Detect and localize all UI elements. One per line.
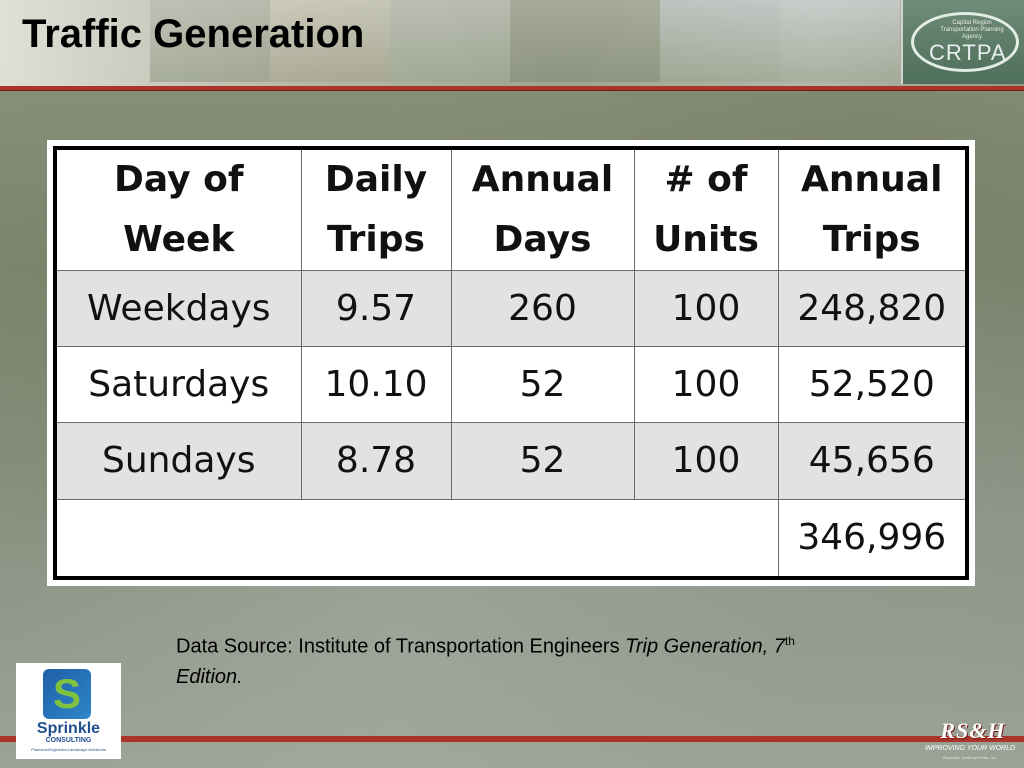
table-cell: 45,656 <box>777 422 968 500</box>
column-header: # of Units <box>633 147 779 271</box>
table-frame: Day of Week Daily Trips Annual Days # of Uni… <box>47 140 975 586</box>
header-photo <box>510 0 660 82</box>
rsh-name: RS&H <box>940 718 1006 743</box>
table-cell: 100 <box>633 422 779 500</box>
sprinkle-tag: Planners•Engineers•Landscape Architects <box>31 747 106 752</box>
sprinkle-logo-icon: S Sprinkle CONSULTING Planners•Engineers… <box>16 663 121 759</box>
header-photo <box>150 0 270 82</box>
table-cell: 9.57 <box>300 269 452 348</box>
table-cell: 248,820 <box>777 269 968 348</box>
slide-title: Traffic Generation <box>22 12 365 56</box>
header-banner: Traffic Generation Capital Region Transp… <box>0 0 1024 86</box>
table-row: Sundays 8.78 52 100 45,656 <box>54 422 968 500</box>
header-photo <box>390 0 510 82</box>
rsh-sub: Reynolds, Smith and Hills, Inc. <box>942 755 998 760</box>
sprinkle-s: S <box>52 670 81 717</box>
sprinkle-sub: CONSULTING <box>45 737 92 744</box>
sprinkle-mark: S <box>43 669 91 719</box>
table-cell: 52 <box>450 346 635 424</box>
column-header: Daily Trips <box>300 147 452 271</box>
total-blank-cell <box>54 498 779 579</box>
column-header: Day of Week <box>54 147 302 271</box>
table-cell: 52,520 <box>777 346 968 424</box>
traffic-table: Day of Week Daily Trips Annual Days # of Uni… <box>53 146 969 580</box>
table-row: Saturdays 10.10 52 100 52,520 <box>54 346 968 424</box>
table-cell: 8.78 <box>300 422 452 500</box>
table-header-row: Day of Week Daily Trips Annual Days # of Uni… <box>54 147 968 271</box>
header-photo <box>660 0 780 82</box>
logo-oval <box>911 12 1019 72</box>
table-cell: 100 <box>633 346 779 424</box>
header-photo <box>270 0 390 82</box>
sprinkle-name: Sprinkle <box>36 720 101 737</box>
source-italic-title: Trip Generation, 7 <box>625 635 785 658</box>
table-cell: 10.10 <box>300 346 452 424</box>
source-italic-edition: Edition. <box>176 665 243 688</box>
source-superscript: th <box>784 634 795 648</box>
column-header: Annual Days <box>450 147 635 271</box>
rsh-logo-icon: RS&H IMPROVING YOUR WORLD Reynolds, Smit… <box>922 718 1018 762</box>
footer-divider <box>0 736 1024 742</box>
source-prefix: Data Source: Institute of Transportation… <box>176 635 626 658</box>
table-cell: 52 <box>450 422 635 500</box>
table-cell: Saturdays <box>54 346 302 424</box>
table-cell: 260 <box>450 269 635 348</box>
column-header: Annual Trips <box>777 147 968 271</box>
table-cell: 100 <box>633 269 779 348</box>
header-divider <box>0 86 1024 91</box>
logo-text: CRTPA <box>929 40 1007 65</box>
rsh-tag: IMPROVING YOUR WORLD <box>924 745 1016 752</box>
table-cell: Sundays <box>54 422 302 500</box>
logo-small-text: Capital Region Transportation Planning A… <box>940 20 1004 40</box>
header-photo <box>780 0 900 82</box>
table-cell: Weekdays <box>54 269 302 348</box>
total-row: 346,996 <box>54 498 968 579</box>
table-row: Weekdays 9.57 260 100 248,820 <box>54 269 968 348</box>
crtpa-logo-icon: Capital Region Transportation Planning A… <box>901 0 1024 84</box>
data-source-note: Data Source: Institute of Transportation… <box>176 626 816 692</box>
total-cell: 346,996 <box>777 498 968 579</box>
